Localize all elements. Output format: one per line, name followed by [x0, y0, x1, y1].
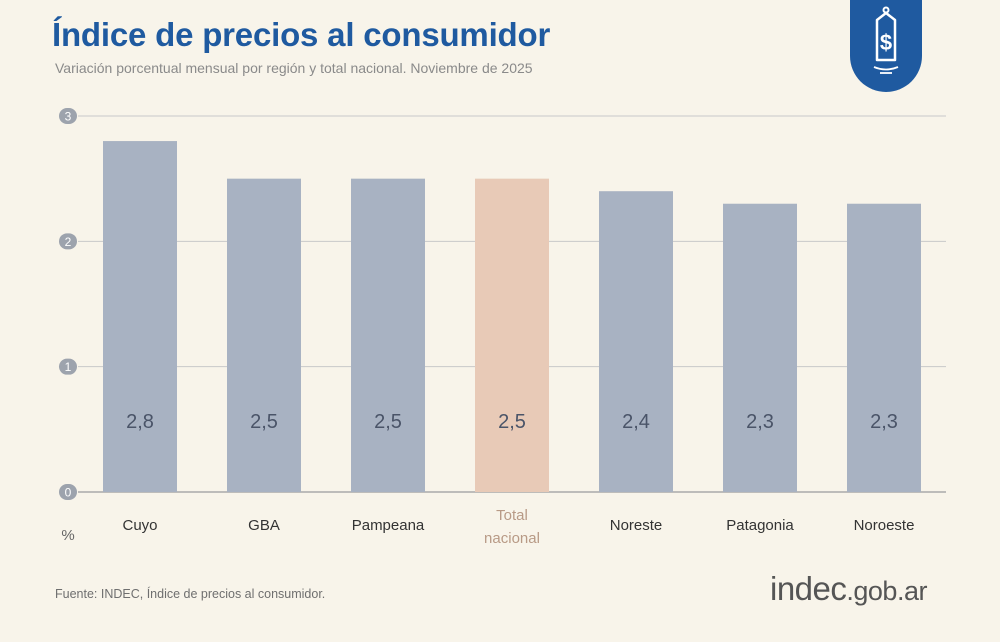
bar	[723, 203, 797, 492]
bar-value-label: 2,3	[746, 411, 774, 433]
bar-value-label: 2,5	[250, 411, 278, 433]
bar-value-label: 2,5	[374, 411, 402, 433]
indec-logo[interactable]: indec.gob.ar	[770, 570, 927, 608]
source-note: Fuente: INDEC, Índice de precios al cons…	[55, 587, 326, 601]
bar	[227, 178, 301, 492]
category-label: Pampeana	[352, 517, 425, 534]
y-tick-badge	[59, 484, 77, 500]
category-label: nacional	[484, 530, 540, 547]
category-label: GBA	[248, 517, 280, 534]
y-tick-label: 0	[65, 486, 72, 500]
bar-value-label: 2,3	[870, 411, 898, 433]
y-tick-label: 2	[65, 235, 72, 249]
category-label: Noroeste	[854, 517, 915, 534]
indec-badge: $	[850, 0, 922, 92]
y-tick-badge	[59, 358, 77, 375]
category-label: Cuyo	[122, 517, 157, 534]
bar	[599, 191, 673, 492]
logo-main: indec	[770, 570, 847, 607]
svg-text:$: $	[880, 30, 892, 55]
bar-value-label: 2,8	[126, 411, 154, 433]
bar-value-label: 2,5	[498, 411, 526, 433]
y-tick-label: 3	[65, 110, 72, 124]
bar	[103, 141, 177, 493]
category-label: Noreste	[610, 517, 663, 534]
category-label: Patagonia	[726, 517, 794, 534]
page-subtitle: Variación porcentual mensual por región …	[55, 60, 533, 76]
bar	[475, 178, 549, 492]
price-tag-dollar-icon: $	[873, 6, 899, 74]
bar-value-label: 2,4	[622, 411, 650, 433]
y-tick-badge	[59, 108, 77, 124]
category-label: Total	[496, 507, 528, 524]
y-tick-label: 1	[65, 360, 72, 374]
page-title: Índice de precios al consumidor	[52, 16, 551, 53]
logo-domain: .gob.ar	[846, 576, 927, 606]
y-tick-badge	[59, 233, 77, 250]
unit-label: %	[61, 527, 74, 544]
bar	[847, 203, 921, 492]
bar	[351, 178, 425, 492]
